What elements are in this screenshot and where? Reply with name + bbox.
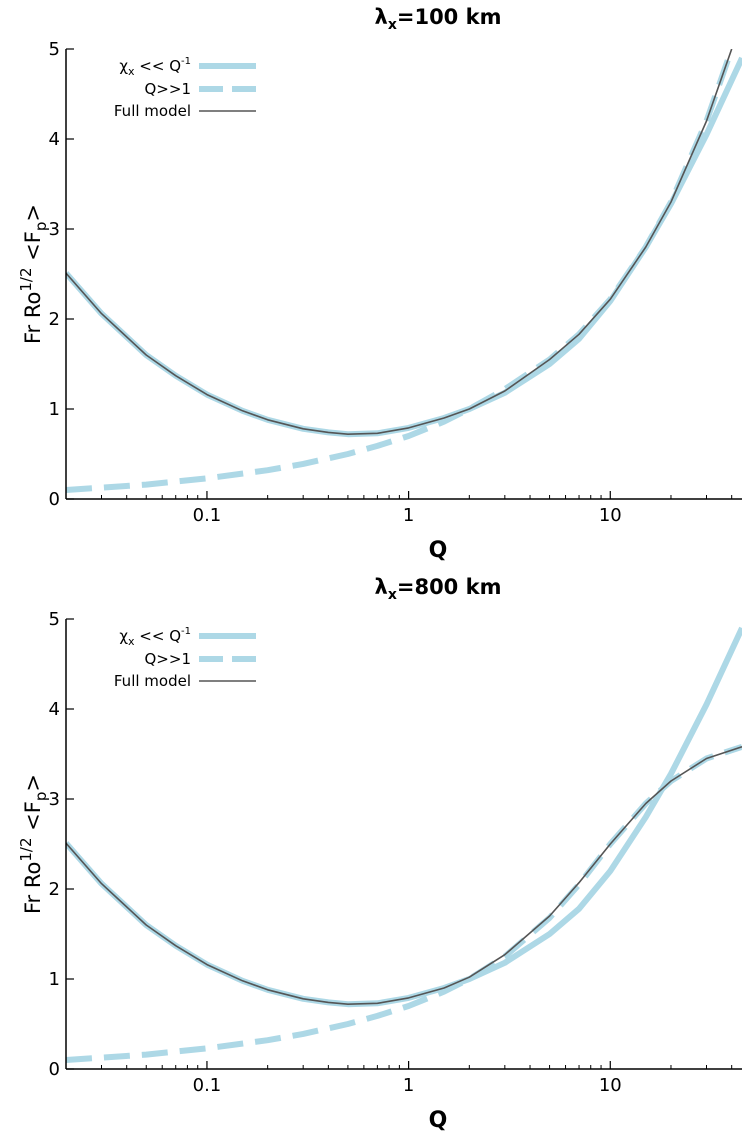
y-label-part: <F: [21, 231, 45, 267]
chart-title: λx=100 km: [375, 5, 502, 33]
y-tick-label: 0: [49, 489, 60, 510]
legend-text: << Q: [135, 57, 181, 75]
y-tick-label: 2: [49, 879, 60, 900]
y-label-subscript: p: [32, 792, 50, 802]
y-tick-label: 4: [49, 699, 60, 720]
title-lambda: λ: [375, 575, 388, 599]
y-label-part: <F: [21, 801, 45, 837]
y-tick-label: 1: [49, 969, 60, 990]
legend-label-1: χx << Q-1: [119, 56, 191, 78]
series-line-3: [66, 49, 733, 436]
y-label-part: >: [21, 204, 45, 222]
series-line-3: [66, 746, 742, 1006]
legend-text: << Q: [135, 627, 181, 645]
y-label-part: Fr Ro: [21, 292, 45, 344]
x-tick-label: 1: [403, 505, 414, 526]
legend-subscript: x: [128, 65, 135, 78]
chart-title: λx=800 km: [375, 575, 502, 603]
y-label-part: Fr Ro: [21, 862, 45, 914]
y-tick-label: 1: [49, 399, 60, 420]
y-tick-label: 5: [49, 39, 60, 60]
legend-label-1: χx << Q-1: [119, 626, 191, 648]
title-value: =800 km: [397, 575, 502, 599]
y-tick-label: 3: [49, 789, 60, 810]
series-line-2: [66, 743, 742, 1063]
legend-text: χ: [119, 57, 128, 75]
legend-text: Q>>1: [145, 80, 192, 98]
legend-text: Full model: [114, 102, 191, 120]
legend-label-3: Full model: [114, 672, 191, 690]
y-label-superscript: 1/2: [17, 838, 35, 862]
y-tick-label: 3: [49, 219, 60, 240]
y-tick-label: 2: [49, 309, 60, 330]
y-tick-label: 5: [49, 609, 60, 630]
x-axis-label: Q: [429, 1108, 448, 1133]
x-axis-label: Q: [429, 538, 448, 563]
legend-text: Q>>1: [145, 650, 192, 668]
y-axis-label: Fr Ro1/2 <Fp>: [17, 774, 50, 914]
title-subscript: x: [388, 587, 397, 603]
y-tick-label: 4: [49, 129, 60, 150]
x-tick-label: 0.1: [193, 505, 222, 526]
title-lambda: λ: [375, 5, 388, 29]
title-value: =100 km: [397, 5, 502, 29]
x-tick-label: 1: [403, 1075, 414, 1096]
legend-label-2: Q>>1: [145, 80, 192, 98]
x-tick-label: 10: [599, 505, 622, 526]
legend-subscript: x: [128, 635, 135, 648]
legend-label-3: Full model: [114, 102, 191, 120]
x-tick-label: 10: [599, 1075, 622, 1096]
legend-superscript: -1: [181, 56, 191, 67]
title-subscript: x: [388, 17, 397, 33]
y-axis-label: Fr Ro1/2 <Fp>: [17, 204, 50, 344]
legend-superscript: -1: [181, 626, 191, 637]
y-tick-label: 0: [49, 1059, 60, 1080]
legend-text: χ: [119, 627, 128, 645]
legend-text: Full model: [114, 672, 191, 690]
legend-label-2: Q>>1: [145, 650, 192, 668]
y-label-subscript: p: [32, 222, 50, 232]
x-tick-label: 0.1: [193, 1075, 222, 1096]
y-label-superscript: 1/2: [17, 268, 35, 292]
y-label-part: >: [21, 774, 45, 792]
